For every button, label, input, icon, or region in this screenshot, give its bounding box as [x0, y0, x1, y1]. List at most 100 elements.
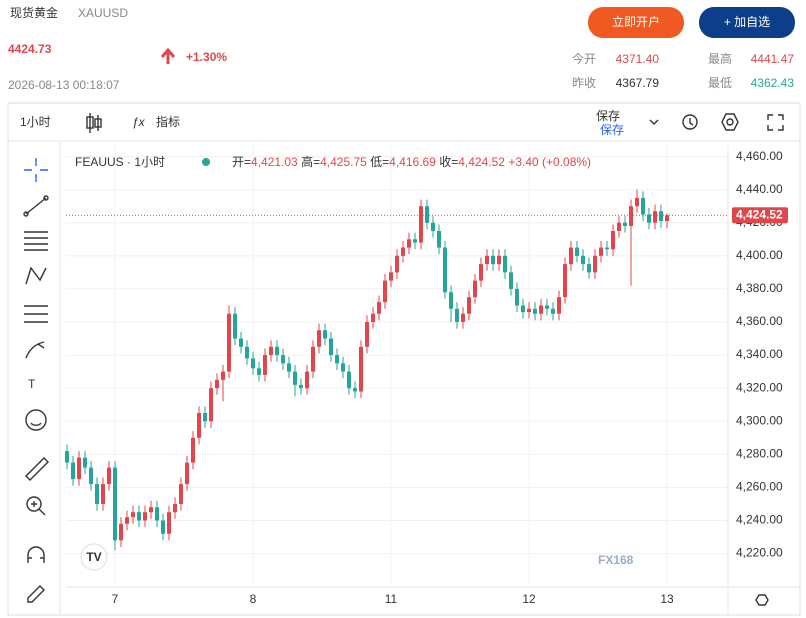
candle-body [233, 313, 237, 339]
candle-body [575, 247, 579, 256]
candle-body [263, 355, 267, 375]
y-tick-label: 4,220.00 [736, 546, 783, 560]
candle-body [161, 520, 165, 534]
candle-body [551, 308, 555, 314]
candle-body [173, 503, 177, 513]
candle-body [533, 308, 537, 314]
candle-body [383, 280, 387, 303]
candle-body [269, 346, 273, 356]
candle-body [395, 255, 399, 273]
x-tick-label: 7 [112, 592, 119, 606]
candle-body [329, 338, 333, 356]
candle-body [143, 512, 147, 521]
candle-body [185, 462, 189, 485]
candle-body [335, 355, 339, 364]
candle-body [587, 264, 591, 273]
candle-body [653, 211, 657, 223]
candle-body [311, 346, 315, 372]
interval[interactable]: 1小时 [20, 115, 51, 129]
candle-body [635, 197, 639, 207]
save[interactable]: 保存 [596, 109, 620, 123]
candle-body [491, 255, 495, 265]
candle-body [413, 239, 417, 243]
candle-body [257, 368, 261, 375]
axis-settings[interactable] [755, 594, 769, 606]
candle-body [275, 346, 279, 356]
candle-body [509, 272, 513, 289]
x-tick-label: 13 [660, 592, 674, 606]
candle-body [77, 457, 81, 480]
tool-icons[interactable]: T [23, 158, 49, 603]
title: 现货黄金 [10, 5, 58, 20]
candle-body [251, 358, 255, 369]
candle-body [581, 255, 585, 265]
stat-label: 最高 [708, 51, 732, 66]
candle-body [113, 467, 117, 541]
watchlist-button[interactable] [699, 7, 795, 38]
candle-body [365, 321, 369, 347]
candle-icon[interactable] [86, 113, 102, 133]
button-label[interactable]: + 加自选 [724, 15, 770, 29]
candle-body [377, 302, 381, 314]
candle-body [131, 512, 135, 518]
candle-body [287, 363, 291, 372]
open-account-button[interactable] [588, 7, 684, 38]
y-tick-label: 4,360.00 [736, 314, 783, 328]
y-tick-label: 4,240.00 [736, 513, 783, 527]
x-tick-label: 11 [385, 592, 398, 606]
candle-body [569, 247, 573, 265]
indicators[interactable]: 指标 [156, 114, 180, 129]
candle-body [437, 231, 441, 248]
candle-body [353, 388, 357, 392]
candle-body [629, 206, 633, 227]
candle-body [479, 264, 483, 281]
candle-body [281, 355, 285, 364]
change: +1.30% [186, 50, 227, 64]
chevron[interactable] [649, 119, 659, 125]
candle-body [107, 467, 111, 485]
y-tick-label: 4,460.00 [736, 149, 783, 163]
candle-body [137, 512, 141, 521]
y-tick-label: 4,400.00 [736, 248, 783, 262]
y-tick-label: 4,260.00 [736, 480, 783, 494]
candle-body [419, 206, 423, 243]
candle-body [305, 371, 309, 389]
candle-body [359, 346, 363, 392]
candle-body [473, 280, 477, 298]
fullscreen-icon[interactable] [767, 114, 784, 131]
candle-body [407, 239, 411, 248]
candle-body [347, 371, 351, 389]
fx-icon[interactable]: ƒx [132, 115, 146, 129]
candle-body [623, 222, 627, 227]
candle-body [293, 371, 297, 385]
svg-text:T: T [28, 377, 36, 391]
candle-body [65, 451, 69, 463]
tv-logo [80, 543, 108, 571]
chart-frame [7, 102, 801, 616]
candle-body [71, 462, 75, 480]
candle-body [197, 412, 201, 438]
candle-body [467, 297, 471, 314]
stat-value: 4362.43 [751, 76, 795, 90]
candle-body [497, 255, 501, 265]
candle-body [83, 457, 87, 468]
candle-body [155, 507, 159, 521]
candle-body [605, 247, 609, 250]
candle-body [599, 247, 603, 256]
candle-body [101, 484, 105, 504]
save-sub[interactable]: 保存 [600, 123, 624, 137]
alert-icon[interactable] [682, 114, 698, 130]
candle-body [119, 523, 123, 541]
candle-body [317, 330, 321, 347]
candle-body [389, 272, 393, 281]
candle-body [227, 313, 231, 372]
candle-body [125, 517, 129, 524]
button-label[interactable]: 立即开户 [612, 14, 660, 29]
candle-body [557, 297, 561, 314]
settings-icon[interactable] [721, 113, 739, 131]
candle-body [539, 305, 543, 314]
candle-body [371, 313, 375, 322]
candle-body [215, 379, 219, 389]
stat-label: 今开 [572, 51, 596, 66]
y-tick-label: 4,320.00 [736, 380, 783, 394]
